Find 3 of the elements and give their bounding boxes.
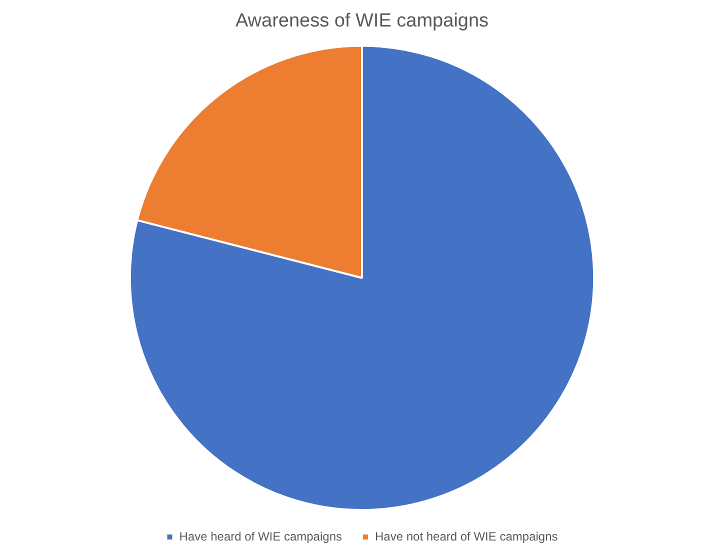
legend-label: Have not heard of WIE campaigns (374, 529, 558, 544)
chart-title: Awareness of WIE campaigns (235, 10, 489, 32)
legend-label: Have heard of WIE campaigns (179, 529, 342, 544)
